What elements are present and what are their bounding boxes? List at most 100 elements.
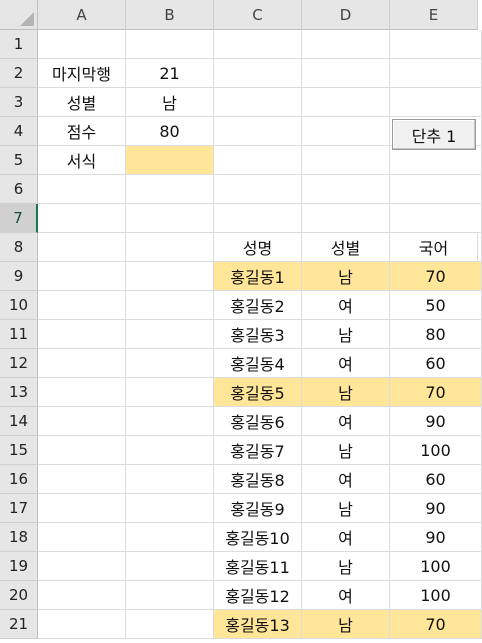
grid-cell[interactable]	[38, 581, 126, 610]
column-header-a[interactable]: A	[38, 0, 126, 30]
grid-cell[interactable]	[390, 146, 482, 175]
cell-name[interactable]: 홍길동6	[214, 407, 302, 436]
row-header-18[interactable]: 18	[0, 523, 38, 552]
grid-cell[interactable]	[390, 59, 482, 88]
grid-cell[interactable]	[38, 291, 126, 320]
cell-name[interactable]: 홍길동5	[214, 378, 302, 407]
row-header-15[interactable]: 15	[0, 436, 38, 465]
grid-cell[interactable]	[38, 465, 126, 494]
column-header-c[interactable]: C	[214, 0, 302, 30]
cell-name[interactable]: 홍길동1	[214, 262, 302, 291]
cell-score[interactable]: 50	[390, 291, 482, 320]
row-header-7[interactable]: 7	[0, 204, 38, 233]
cell-score[interactable]: 60	[390, 349, 482, 378]
cell-name[interactable]: 홍길동12	[214, 581, 302, 610]
grid-cell[interactable]	[126, 494, 214, 523]
cell-score[interactable]: 70	[390, 378, 482, 407]
grid-cell[interactable]	[214, 204, 302, 233]
grid-cell[interactable]	[126, 465, 214, 494]
cell-a2[interactable]: 마지막행	[38, 59, 126, 88]
row-header-12[interactable]: 12	[0, 349, 38, 378]
header-name[interactable]: 성명	[214, 233, 302, 262]
cell-gender[interactable]: 남	[302, 494, 390, 523]
grid-cell[interactable]	[38, 233, 126, 262]
cell-gender[interactable]: 여	[302, 407, 390, 436]
grid-cell[interactable]	[302, 175, 390, 204]
cell-gender[interactable]: 남	[302, 378, 390, 407]
header-gender[interactable]: 성별	[302, 233, 390, 262]
cell-b3[interactable]: 남	[126, 88, 214, 117]
cell-name[interactable]: 홍길동4	[214, 349, 302, 378]
grid-cell[interactable]	[38, 523, 126, 552]
cell-score[interactable]: 100	[390, 581, 482, 610]
grid-cell[interactable]	[390, 30, 482, 59]
grid-cell[interactable]	[38, 552, 126, 581]
cell-gender[interactable]: 남	[302, 436, 390, 465]
cell-gender[interactable]: 남	[302, 320, 390, 349]
cell-a4[interactable]: 점수	[38, 117, 126, 146]
row-header-16[interactable]: 16	[0, 465, 38, 494]
cell-name[interactable]: 홍길동13	[214, 610, 302, 639]
cell-score[interactable]: 90	[390, 494, 482, 523]
column-header-b[interactable]: B	[126, 0, 214, 30]
grid-cell[interactable]	[214, 117, 302, 146]
column-header-d[interactable]: D	[302, 0, 390, 30]
cell-gender[interactable]: 여	[302, 523, 390, 552]
row-header-9[interactable]: 9	[0, 262, 38, 291]
cell-score[interactable]: 70	[390, 610, 482, 639]
row-header-17[interactable]: 17	[0, 494, 38, 523]
grid-cell[interactable]	[38, 349, 126, 378]
grid-cell[interactable]	[126, 30, 214, 59]
row-header-19[interactable]: 19	[0, 552, 38, 581]
cell-b4[interactable]: 80	[126, 117, 214, 146]
cell-gender[interactable]: 여	[302, 581, 390, 610]
grid-cell[interactable]	[126, 610, 214, 639]
grid-cell[interactable]	[126, 378, 214, 407]
cell-score[interactable]: 90	[390, 523, 482, 552]
grid-cell[interactable]	[126, 581, 214, 610]
grid-cell[interactable]	[126, 436, 214, 465]
cell-b5-format-sample[interactable]	[126, 146, 214, 175]
grid-cell[interactable]	[390, 88, 482, 117]
cell-name[interactable]: 홍길동3	[214, 320, 302, 349]
cell-name[interactable]: 홍길동7	[214, 436, 302, 465]
header-korean[interactable]: 국어	[390, 233, 478, 262]
grid-cell[interactable]	[126, 204, 214, 233]
row-header-3[interactable]: 3	[0, 88, 38, 117]
grid-cell[interactable]	[126, 320, 214, 349]
cell-gender[interactable]: 남	[302, 262, 390, 291]
grid-cell[interactable]	[38, 30, 126, 59]
row-header-8[interactable]: 8	[0, 233, 38, 262]
cell-score[interactable]: 80	[390, 320, 482, 349]
grid-cell[interactable]	[390, 175, 482, 204]
grid-cell[interactable]	[38, 378, 126, 407]
grid-cell[interactable]	[214, 146, 302, 175]
macro-button-1[interactable]: 단추 1	[392, 119, 476, 150]
row-header-20[interactable]: 20	[0, 581, 38, 610]
grid-cell[interactable]	[214, 175, 302, 204]
row-header-13[interactable]: 13	[0, 378, 38, 407]
cell-gender[interactable]: 여	[302, 465, 390, 494]
row-header-21[interactable]: 21	[0, 610, 38, 639]
row-header-4[interactable]: 4	[0, 117, 38, 146]
grid-cell[interactable]	[214, 88, 302, 117]
cell-gender[interactable]: 여	[302, 349, 390, 378]
grid-cell[interactable]	[126, 407, 214, 436]
column-header-e[interactable]: E	[390, 0, 478, 30]
grid-cell[interactable]	[302, 88, 390, 117]
grid-cell[interactable]	[390, 204, 482, 233]
grid-cell[interactable]	[302, 204, 390, 233]
grid-cell[interactable]	[38, 436, 126, 465]
row-header-5[interactable]: 5	[0, 146, 38, 175]
grid-cell[interactable]	[126, 523, 214, 552]
cell-name[interactable]: 홍길동2	[214, 291, 302, 320]
grid-cell[interactable]	[126, 175, 214, 204]
grid-cell[interactable]	[302, 117, 390, 146]
select-all-corner[interactable]	[0, 0, 38, 30]
row-header-10[interactable]: 10	[0, 291, 38, 320]
row-header-11[interactable]: 11	[0, 320, 38, 349]
row-header-6[interactable]: 6	[0, 175, 38, 204]
grid-cell[interactable]	[38, 320, 126, 349]
cell-name[interactable]: 홍길동9	[214, 494, 302, 523]
cell-gender[interactable]: 남	[302, 552, 390, 581]
